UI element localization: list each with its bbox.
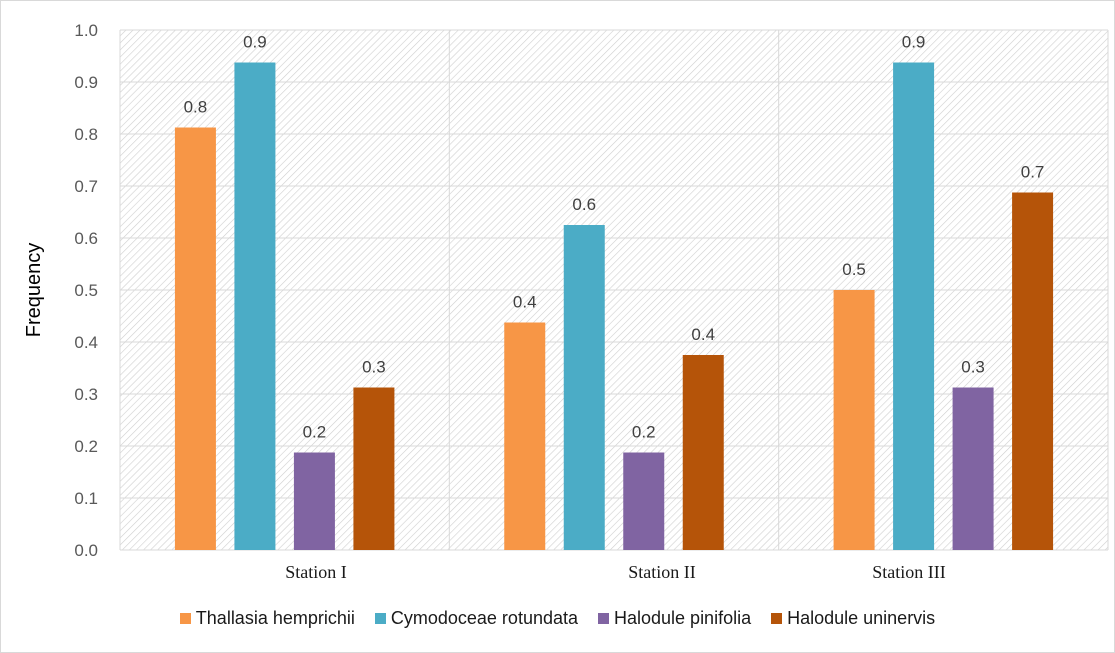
y-tick-label: 1.0 (74, 21, 98, 40)
data-label: 0.9 (243, 33, 267, 52)
legend-item: Thallasia hemprichii (179, 608, 355, 629)
y-tick-label: 0.0 (74, 541, 98, 560)
data-label: 0.2 (303, 423, 327, 442)
bars (174, 62, 1054, 550)
legend-item: Cymodoceae rotundata (374, 608, 578, 629)
bar (833, 290, 875, 550)
data-label: 0.4 (513, 293, 537, 312)
data-label: 0.2 (632, 423, 656, 442)
bar-chart: 0.8 0.9 0.2 0.3 0.4 0.6 0.2 0.4 0.5 0.9 0.3 0.7 0.0… (23, 21, 1109, 582)
y-tick-label: 0.4 (74, 333, 98, 352)
bar (353, 387, 395, 550)
y-tick-label: 0.1 (74, 489, 98, 508)
y-tick-labels: 0.0 0.1 0.2 0.3 0.4 0.5 0.6 0.7 0.8 0.9 1.0 (74, 21, 98, 560)
bar (1012, 192, 1054, 550)
bar (504, 322, 546, 550)
data-label: 0.5 (842, 260, 866, 279)
y-tick-label: 0.6 (74, 229, 98, 248)
category-label: Station III (872, 562, 946, 582)
legend-label: Halodule pinifolia (614, 608, 752, 628)
legend-item: Halodule pinifolia (598, 608, 751, 629)
data-label: 0.3 (961, 358, 985, 377)
bar (682, 355, 724, 550)
data-label: 0.3 (362, 358, 386, 377)
legend-label: Thallasia hemprichii (195, 608, 355, 628)
legend: Thallasia hemprichii Cymodoceae rotundata… (0, 608, 1115, 629)
bar (623, 452, 665, 550)
data-label: 0.9 (902, 33, 926, 52)
data-label: 0.7 (1021, 163, 1045, 182)
legend-item: Halodule uninervis (771, 608, 935, 629)
legend-swatch (374, 613, 386, 624)
bar (563, 225, 605, 550)
legend-swatch (598, 613, 609, 624)
data-label: 0.6 (572, 195, 596, 214)
y-tick-label: 0.5 (74, 281, 98, 300)
legend-swatch (179, 613, 191, 624)
category-label: Station II (628, 562, 696, 582)
y-tick-label: 0.3 (74, 385, 98, 404)
bar (174, 127, 216, 550)
legend-label: Cymodoceae rotundata (390, 608, 578, 628)
y-tick-label: 0.2 (74, 437, 98, 456)
bar (234, 62, 276, 550)
y-tick-label: 0.9 (74, 73, 98, 92)
bar (293, 452, 335, 550)
y-tick-label: 0.7 (74, 177, 98, 196)
bar (952, 387, 994, 550)
legend-swatch (771, 613, 783, 624)
y-axis-title: Frequency (23, 243, 45, 338)
data-label: 0.4 (691, 325, 715, 344)
grid-lines (119, 29, 1109, 551)
bar (893, 62, 935, 550)
data-label: 0.8 (184, 98, 208, 117)
data-labels: 0.8 0.9 0.2 0.3 0.4 0.6 0.2 0.4 0.5 0.9 0.3 0.7 (184, 33, 1045, 442)
category-label: Station I (285, 562, 347, 582)
legend-label: Halodule uninervis (787, 608, 936, 628)
y-tick-label: 0.8 (74, 125, 98, 144)
category-labels: Station I Station II Station III (285, 562, 946, 582)
